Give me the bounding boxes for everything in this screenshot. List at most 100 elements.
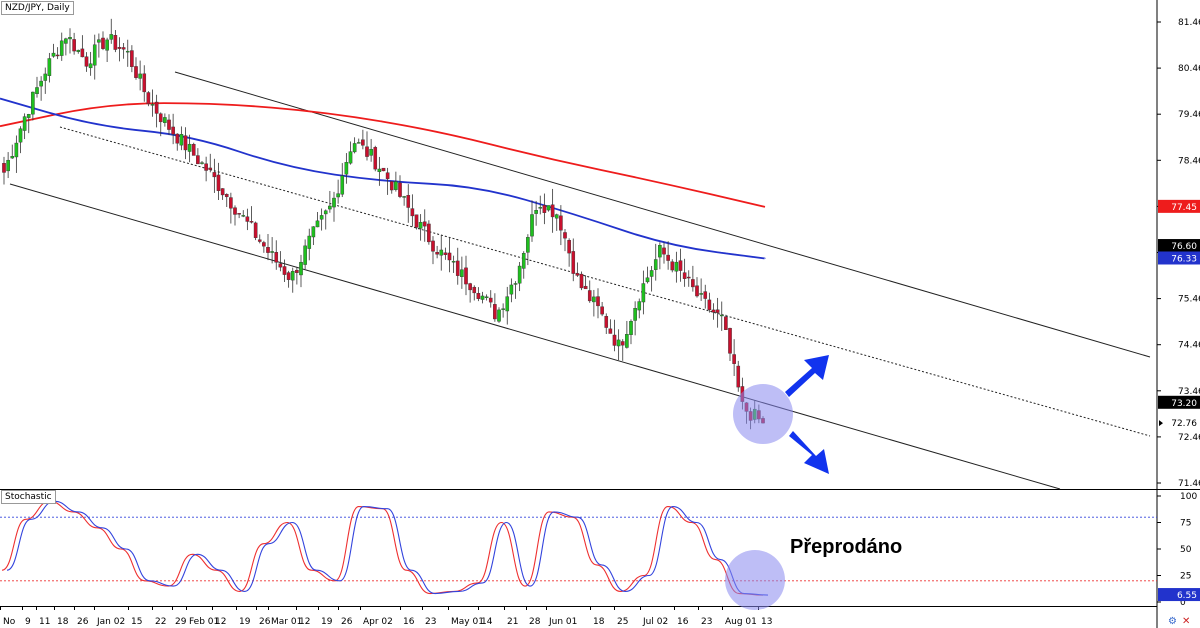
current-price-marker [1159,420,1163,427]
candle-body [323,210,328,215]
candle-body [365,146,369,157]
candle-body [686,276,691,279]
candle-body [55,54,60,57]
stoch-d-line [6,500,769,596]
candle-body [373,147,378,170]
date-tick-label: Aug 01 [725,617,757,627]
candle-body [356,142,361,144]
date-tick-label: 18 [593,617,605,627]
candle-body [130,50,134,67]
candle-body [546,205,551,211]
candle-body [435,251,439,255]
date-tick-label: Feb 01 [189,617,219,627]
candle-body [592,296,596,303]
date-tick-label: 23 [701,617,712,627]
date-tick-label: No [3,617,16,627]
candle-body [377,168,382,173]
oversold-annotation: Přeprodáno [790,536,903,558]
candle-body [476,293,481,299]
candle-body [641,283,646,303]
date-tick-label: 18 [57,617,69,627]
candle-body [6,159,10,172]
date-tick-label: 14 [481,617,493,627]
candle-body [724,316,728,330]
candle-body [113,35,118,50]
candle-body [587,290,592,302]
axes: 81.4680.4679.4678.4677.4676.4675.4674.46… [0,18,1200,627]
candle-body [233,207,237,215]
date-tick-label: 28 [529,617,541,627]
date-tick-label: 19 [321,617,333,627]
candle-body [542,205,547,213]
price-tick-label: 72.46 [1178,433,1200,443]
candle-body [332,197,336,208]
candle-body [674,261,679,272]
stochastic-panel [0,500,1157,596]
candle-body [10,156,15,159]
date-tick-label: 26 [341,617,353,627]
ma-long-tag-box [1158,199,1200,213]
candle-body [237,213,241,215]
candle-body [72,39,76,52]
candle-body [361,139,365,146]
date-tick-label: Apr 02 [363,617,393,627]
stoch-tick-label: 50 [1180,545,1192,555]
date-tick-label: 13 [761,617,772,627]
candle-body [154,101,159,114]
candle-body [241,215,246,217]
candle-body [270,251,274,253]
candle-body [315,220,320,228]
candle-body [105,39,109,51]
candle-body [340,175,345,195]
candle-body [418,222,423,229]
candle-body [583,285,588,290]
stoch-highlight-circle [725,550,785,610]
candle-body [31,91,35,115]
candlesticks [2,18,765,430]
chart-title: NZD/JPY, Daily [1,1,74,15]
candle-body [278,263,283,268]
stoch-k-line [1,500,764,596]
candle-body [138,73,142,79]
candle-body [142,73,147,93]
candle-body [649,270,654,277]
candle-body [736,365,741,388]
candle-body [455,260,460,276]
stoch-tick-label: 100 [1180,492,1197,502]
candle-body [336,193,340,198]
candle-body [299,261,303,276]
ma-long-line [0,102,766,208]
candle-body [402,196,406,198]
indicator-title: Stochastic [1,490,56,504]
candle-body [645,277,650,283]
date-tick-label: 19 [239,617,251,627]
candle-body [427,223,431,243]
candle-body [150,104,155,106]
candle-body [381,167,386,172]
candle-body [307,235,312,249]
candle-body [43,73,48,81]
candle-body [451,261,456,263]
candle-body [472,286,477,294]
date-tick-label: 25 [617,617,628,627]
candle-body [678,260,683,271]
candle-body [431,240,435,252]
candle-body [253,222,258,238]
price-tick-label: 71.46 [1178,479,1200,489]
candle-body [179,134,184,146]
date-tick-label: 21 [507,617,518,627]
arrow-down-icon [789,431,829,474]
candle-body [579,273,584,289]
candle-body [220,188,225,196]
candle-body [394,181,398,190]
candle-body [257,239,262,242]
candle-body [158,113,163,123]
candle-body [39,80,43,87]
candle-body [600,306,604,315]
candle-body [125,50,130,53]
candle-body [274,252,279,263]
candle-body [493,304,497,320]
price-tick-label: 74.46 [1178,341,1200,351]
